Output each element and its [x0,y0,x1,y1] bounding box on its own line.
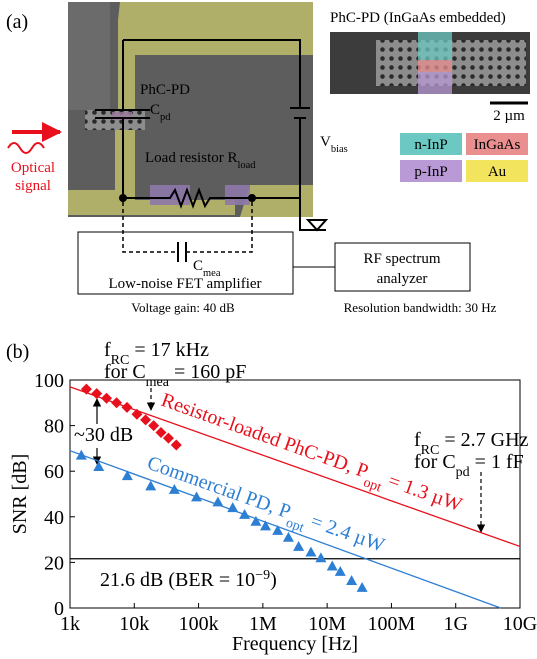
data-point [357,582,368,592]
text-part: opt [284,515,306,535]
text-part: C [150,102,160,118]
data-point [76,450,87,460]
text-part: Commercial PD, P [144,452,293,523]
y-tick-label: 0 [54,598,64,620]
data-point [272,525,283,535]
inset-title: PhC-PD (InGaAs embedded) [330,10,506,26]
text-part: V [320,134,331,150]
text-part: Load resistor R [145,150,237,166]
text-part: ~30 dB [74,424,133,446]
analyzer-label: RF spectrum [363,251,440,267]
data-point [140,414,151,425]
panel-a: (a) PhC-PD Cpd Load resistor Rload [6,2,530,315]
y-tick-label: 20 [44,552,64,574]
amplifier-label: Low-noise FET amplifier [108,276,261,292]
panel-label: (b) [6,341,29,363]
data-point [346,575,357,585]
data-point [81,384,92,395]
text-part: pd [160,112,171,123]
data-point [293,541,304,551]
data-point [239,509,250,519]
text-part: ) [270,569,277,591]
y-tick-label: 60 [44,461,64,483]
material-legend: n-InP InGaAs p-InP Au [400,133,528,182]
y-tick-label: 100 [34,370,64,392]
figure: (a) PhC-PD Cpd Load resistor Rload [0,0,537,659]
data-point [122,470,133,480]
optical-signal: Optical signal [8,132,60,194]
annotation: for Cpd = 1 fF [414,451,524,480]
legend-label: p-InP [414,164,447,180]
gain-label: Voltage gain: 40 dB [131,300,235,315]
data-point [191,491,202,501]
x-tick-label: 1M [249,613,277,635]
y-tick-label: 80 [44,416,64,438]
text-part: −9 [255,568,270,583]
data-point [171,439,182,450]
data-point [305,547,316,557]
data-point [131,409,142,420]
resolution-label: Resolution bandwidth: 30 Hz [344,300,497,315]
annotation: for Cmea = 160 pF [104,361,246,390]
x-tick-label: 100k [179,613,219,635]
text-part: = 160 pF [169,361,246,383]
data-point [335,566,346,576]
text-part: load [237,160,256,171]
text-part: for C [414,451,456,473]
y-axis-title: SNR [dB] [9,454,31,535]
x-tick-label: 10k [119,613,149,635]
data-point [283,532,294,542]
text-part: bias [331,144,348,155]
data-point [101,393,112,404]
x-tick-label: 10G [503,613,537,635]
data-point [260,520,271,530]
x-tick-label: 10M [308,613,346,635]
x-tick-label: 100M [368,613,416,635]
x-tick-label: 1G [443,613,467,635]
text-part: mea [146,375,170,390]
text-part: = 2.7 GHz [439,429,528,451]
vbias-label: Vbias [320,134,348,155]
legend-label: Au [488,164,507,180]
scale-bar-label: 2 µm [493,108,525,124]
text-part: pd [456,465,470,480]
optical-signal-label: signal [15,178,51,194]
data-point [121,402,132,413]
text-part: = 1.3 µW [381,468,465,516]
optical-signal-label: Optical [11,160,55,176]
y-tick-label: 40 [44,507,64,529]
data-point [111,397,122,408]
panel-label: (a) [6,11,28,33]
annotation: 21.6 dB (BER = 10−9) [100,568,277,592]
data-point [327,561,338,571]
inset-image: PhC-PD (InGaAs embedded) 2 µm [330,10,530,124]
legend-label: n-InP [414,137,447,153]
device-label: PhC-PD [140,82,190,98]
text-part: = 17 kHz [129,339,209,361]
data-point [148,420,159,431]
text-part: = 1 fF [470,451,524,473]
annotation: ~30 dB [74,424,133,446]
text-part: C [193,258,203,274]
data-point [169,484,180,494]
sem-image: PhC-PD Cpd Load resistor Rload [68,2,326,230]
text-part: = 2.4 µW [303,508,387,556]
measurement: Cmea Low-noise FET amplifier Voltage gai… [78,202,497,315]
text-part: for C [104,361,146,383]
analyzer-label: analyzer [377,271,428,287]
data-point [315,552,326,562]
legend-label: InGaAs [474,137,521,153]
text-part: 21.6 dB (BER = 10 [100,569,255,591]
x-axis-title: Frequency [Hz] [232,633,358,655]
